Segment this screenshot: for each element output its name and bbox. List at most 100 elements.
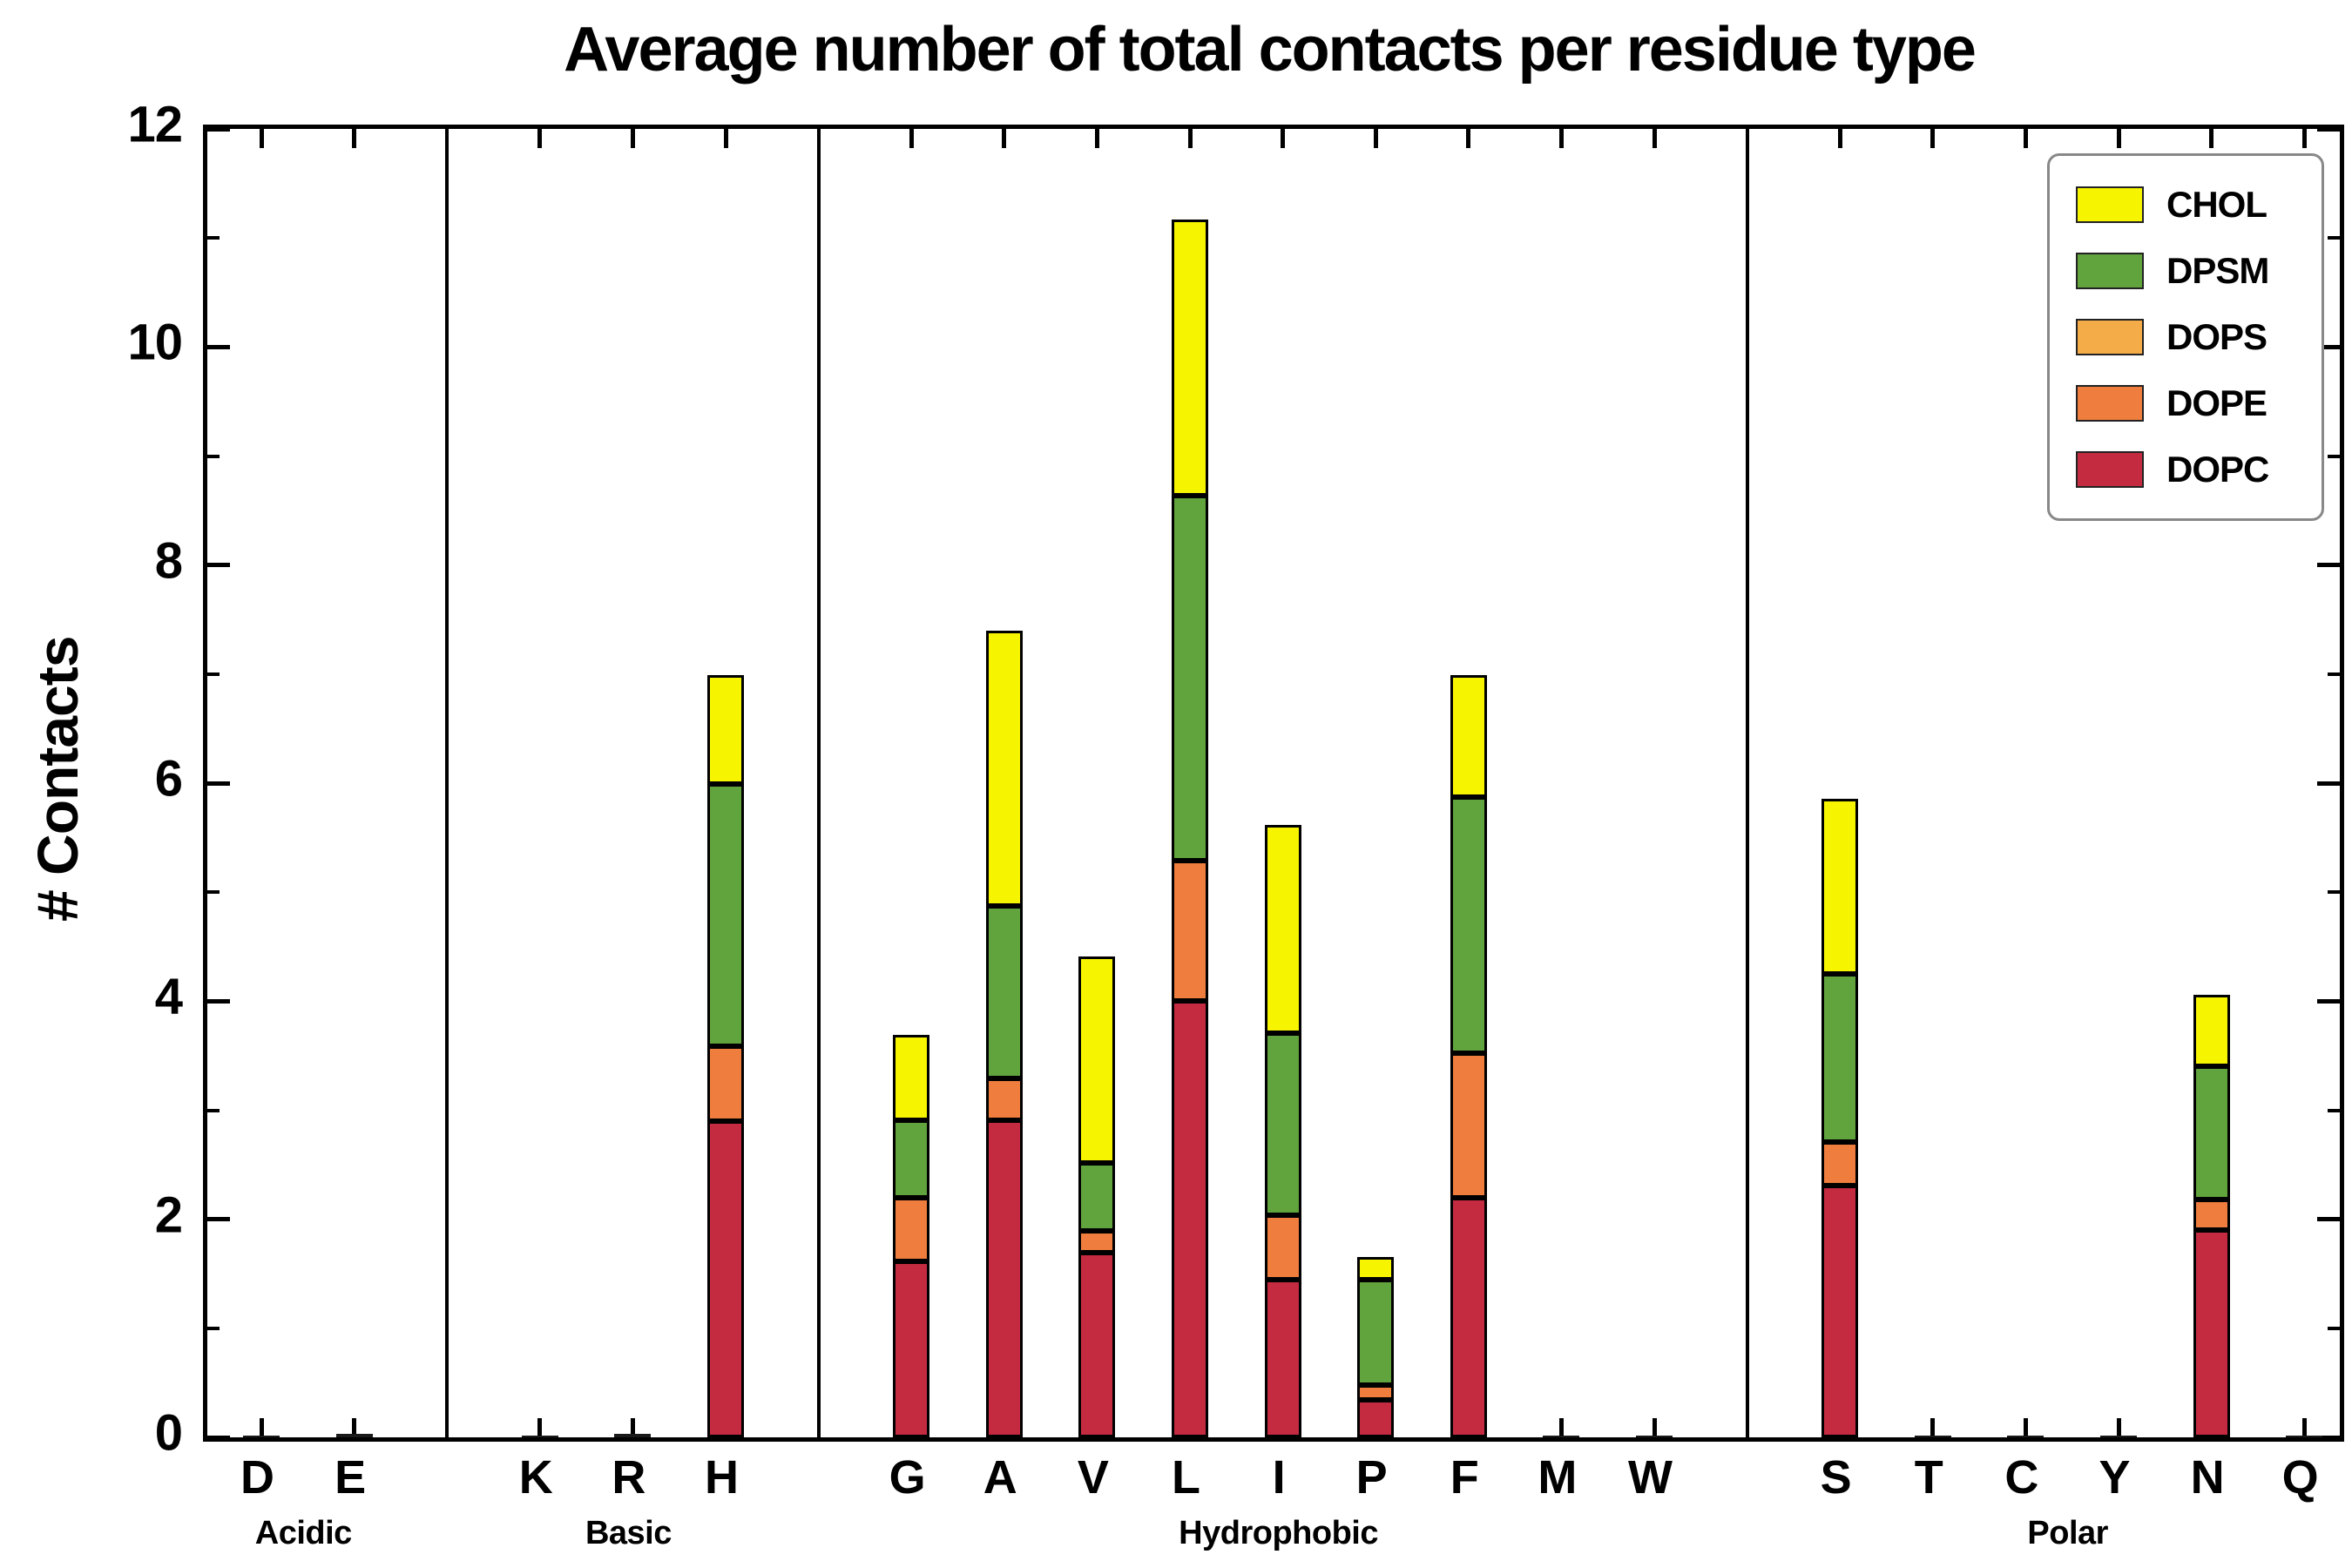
y-tick-label-2: 2	[154, 1186, 183, 1244]
bar-segment-dope-L	[1172, 860, 1208, 1002]
bar-segment-dpsm-I	[1264, 1032, 1301, 1215]
group-label-polar: Polar	[2027, 1515, 2108, 1551]
bar-segment-dopc-L	[1172, 1001, 1208, 1437]
bar-segment-dope-S	[1821, 1141, 1859, 1186]
legend-label-dopc: DOPC	[2166, 449, 2269, 490]
legend-item-dope: DOPE	[2050, 370, 2322, 436]
y-tick-left	[207, 563, 230, 568]
x-tick-bottom-K	[537, 1418, 543, 1437]
bar-segment-chol-G	[893, 1035, 930, 1120]
y-minor-tick-right	[2328, 1326, 2340, 1330]
y-tick-right	[2317, 563, 2340, 568]
bar-segment-dope-A	[985, 1078, 1023, 1120]
plot-area: CHOL DPSM DOPS DOPE DOPC	[203, 125, 2344, 1442]
bar-segment-dopc-P	[1357, 1400, 1395, 1437]
bar-segment-dopc-K	[521, 1435, 558, 1437]
x-tick-top-S	[1837, 129, 1842, 148]
bar-segment-dope-G	[893, 1197, 930, 1262]
residue-label-F: F	[1450, 1451, 1479, 1504]
x-tick-bottom-E	[352, 1418, 357, 1437]
bar-segment-dopc-C	[2007, 1436, 2044, 1437]
x-tick-bottom-M	[1558, 1418, 1564, 1437]
y-minor-tick-left	[207, 890, 220, 895]
y-minor-tick-right	[2328, 454, 2340, 458]
y-minor-tick-left	[207, 236, 220, 240]
y-minor-tick-right	[2328, 890, 2340, 895]
bar-segment-dopc-M	[1543, 1435, 1580, 1437]
legend-item-dops: DOPS	[2050, 304, 2322, 370]
x-tick-top-K	[537, 129, 543, 148]
y-tick-right	[2317, 1435, 2340, 1440]
legend-swatch-dopc	[2076, 451, 2144, 488]
legend-swatch-dops	[2076, 319, 2144, 355]
legend-swatch-dope	[2076, 385, 2144, 422]
group-separator	[816, 129, 821, 1437]
x-tick-bottom-D	[259, 1418, 264, 1437]
x-tick-top-V	[1094, 129, 1099, 148]
legend-label-chol: CHOL	[2166, 184, 2268, 225]
bar-segment-dopc-Y	[2100, 1435, 2137, 1437]
x-tick-top-A	[1002, 129, 1007, 148]
bar-segment-dopc-S	[1821, 1185, 1859, 1437]
y-tick-right	[2317, 344, 2340, 349]
residue-label-Y: Y	[2099, 1451, 2130, 1504]
residue-label-R: R	[612, 1451, 645, 1504]
residue-label-H: H	[705, 1451, 739, 1504]
bar-segment-chol-N	[2193, 994, 2230, 1067]
x-tick-top-R	[630, 129, 635, 148]
bar-segment-chol-V	[1078, 956, 1116, 1163]
x-tick-bottom-C	[2023, 1418, 2028, 1437]
y-tick-right	[2317, 781, 2340, 786]
bar-segment-dopc-F	[1450, 1197, 1487, 1437]
y-tick-right	[2317, 1217, 2340, 1222]
bar-segment-dpsm-H	[707, 784, 744, 1046]
bar-segment-dopc-N	[2193, 1230, 2230, 1437]
residue-label-A: A	[983, 1451, 1017, 1504]
bar-segment-dpsm-N	[2193, 1066, 2230, 1200]
y-tick-label-6: 6	[154, 750, 183, 808]
legend-swatch-dpsm	[2076, 253, 2144, 289]
legend-item-dopc: DOPC	[2050, 436, 2322, 503]
residue-label-T: T	[1914, 1451, 1943, 1504]
residue-label-K: K	[518, 1451, 553, 1504]
y-tick-left	[207, 126, 230, 132]
y-minor-tick-right	[2328, 236, 2340, 240]
group-label-hydrophobic: Hydrophobic	[1179, 1515, 1378, 1551]
x-tick-bottom-Q	[2301, 1418, 2307, 1437]
x-tick-top-T	[1930, 129, 1936, 148]
bar-segment-dpsm-G	[893, 1119, 930, 1198]
x-tick-top-P	[1373, 129, 1378, 148]
y-minor-tick-left	[207, 672, 220, 676]
legend-item-chol: CHOL	[2050, 172, 2322, 238]
legend-label-dpsm: DPSM	[2166, 250, 2269, 291]
bar-segment-dopc-I	[1264, 1279, 1301, 1437]
residue-label-Q: Q	[2281, 1451, 2319, 1504]
x-tick-top-G	[909, 129, 914, 148]
bar-segment-dpsm-S	[1821, 974, 1859, 1142]
bar-segment-dopc-W	[1636, 1435, 1673, 1437]
residue-label-P: P	[1355, 1451, 1388, 1504]
x-tick-bottom-Y	[2116, 1418, 2121, 1437]
bar-segment-dope-I	[1264, 1214, 1301, 1280]
group-separator	[1745, 129, 1749, 1437]
y-tick-left	[207, 1217, 230, 1222]
y-tick-label-0: 0	[154, 1404, 183, 1462]
bar-segment-chol-S	[1821, 798, 1859, 975]
bar-segment-dopc-H	[707, 1121, 744, 1437]
bar-segment-dope-H	[707, 1045, 744, 1122]
x-tick-top-F	[1466, 129, 1471, 148]
bar-segment-dopc-Q	[2286, 1436, 2323, 1437]
bar-segment-dopc-A	[985, 1119, 1023, 1437]
x-tick-top-H	[723, 129, 728, 148]
bar-segment-dope-P	[1357, 1384, 1395, 1401]
y-tick-right	[2317, 126, 2340, 132]
x-tick-top-D	[259, 129, 264, 148]
chart-title: Average number of total contacts per res…	[564, 15, 1977, 84]
residue-label-C: C	[2004, 1451, 2038, 1504]
bar-segment-chol-F	[1450, 675, 1487, 798]
x-tick-top-L	[1187, 129, 1193, 148]
x-tick-top-E	[352, 129, 357, 148]
bar-segment-dopc-E	[335, 1434, 373, 1437]
legend-swatch-chol	[2076, 186, 2144, 223]
bar-segment-chol-P	[1357, 1257, 1395, 1280]
